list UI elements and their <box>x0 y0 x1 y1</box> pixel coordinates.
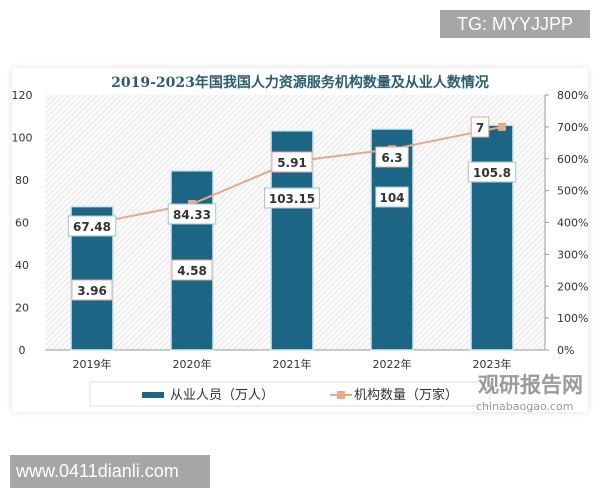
bar-data-label: 84.33 <box>173 208 211 222</box>
line-data-label-box <box>171 259 213 281</box>
svg-text:观研报告网: 观研报告网 <box>478 373 583 397</box>
y-left-tick-label: 40 <box>15 259 29 272</box>
x-tick-label: 2020年 <box>173 357 212 371</box>
y-right-tick-label: 700% <box>557 121 588 134</box>
line-data-label-box <box>470 116 490 138</box>
line-data-label: 7 <box>476 121 484 135</box>
svg-text:chinabaogao.com: chinabaogao.com <box>476 400 574 413</box>
watermark-tg: TG: MYYJJPP <box>440 10 590 38</box>
y-left-tick-label: 80 <box>15 174 29 187</box>
line-data-label: 6.3 <box>381 151 402 165</box>
bar-data-label: 103.15 <box>269 192 315 206</box>
bar-data-label: 67.48 <box>73 220 111 234</box>
bar-data-label-box <box>67 215 117 237</box>
chart-title: 2019-2023年国我国人力资源服务机构数量及从业人数情况 <box>111 74 489 91</box>
y-right-tick-label: 600% <box>557 153 588 166</box>
bar-data-label: 105.8 <box>473 166 511 180</box>
y-left-tick-label: 60 <box>15 217 29 230</box>
line-marker <box>498 122 506 131</box>
y-left-tick-label: 100 <box>12 132 33 145</box>
bar-data-label-box <box>375 186 409 208</box>
legend-line-swatch <box>337 391 345 399</box>
y-right-tick-label: 500% <box>557 185 588 198</box>
y-right-tick-label: 400% <box>557 217 588 230</box>
logo: 观研报告网 chinabaogao.com <box>476 373 583 413</box>
line-data-label-box <box>271 151 313 173</box>
y-right-tick-label: 100% <box>557 312 588 325</box>
y-left-tick-label: 0 <box>19 344 26 357</box>
y-left-tick-label: 120 <box>12 89 33 102</box>
line-data-label-box <box>71 279 113 301</box>
legend-line-label: 机构数量（万家） <box>354 387 458 403</box>
y-right-tick-label: 300% <box>557 248 588 261</box>
line-data-label: 4.58 <box>177 264 207 278</box>
y-right-tick-label: 200% <box>557 280 588 293</box>
bar-data-label-box <box>264 187 320 209</box>
bar-data-label-box <box>167 203 217 225</box>
line-data-label: 3.96 <box>77 284 107 298</box>
x-tick-label: 2021年 <box>273 357 312 371</box>
bar <box>470 124 514 351</box>
legend: 从业人员（万人） 机构数量（万家） <box>89 381 491 407</box>
line-data-label-box <box>375 146 409 168</box>
y-right-tick-label: 800% <box>557 89 588 102</box>
x-tick-label: 2019年 <box>73 357 112 371</box>
line-data-label: 5.91 <box>277 156 307 170</box>
legend-bar-label: 从业人员（万人） <box>170 388 274 403</box>
y-right-tick-label: 0% <box>557 344 574 357</box>
x-tick-label: 2022年 <box>373 357 412 371</box>
watermark-site: www.0411dianli.com <box>10 455 210 488</box>
bar-data-label: 104 <box>379 191 404 205</box>
bar-data-label-box <box>467 161 517 183</box>
legend-bar-swatch <box>142 392 164 398</box>
y-left-tick-label: 20 <box>15 302 29 315</box>
x-tick-label: 2023年 <box>473 357 512 371</box>
